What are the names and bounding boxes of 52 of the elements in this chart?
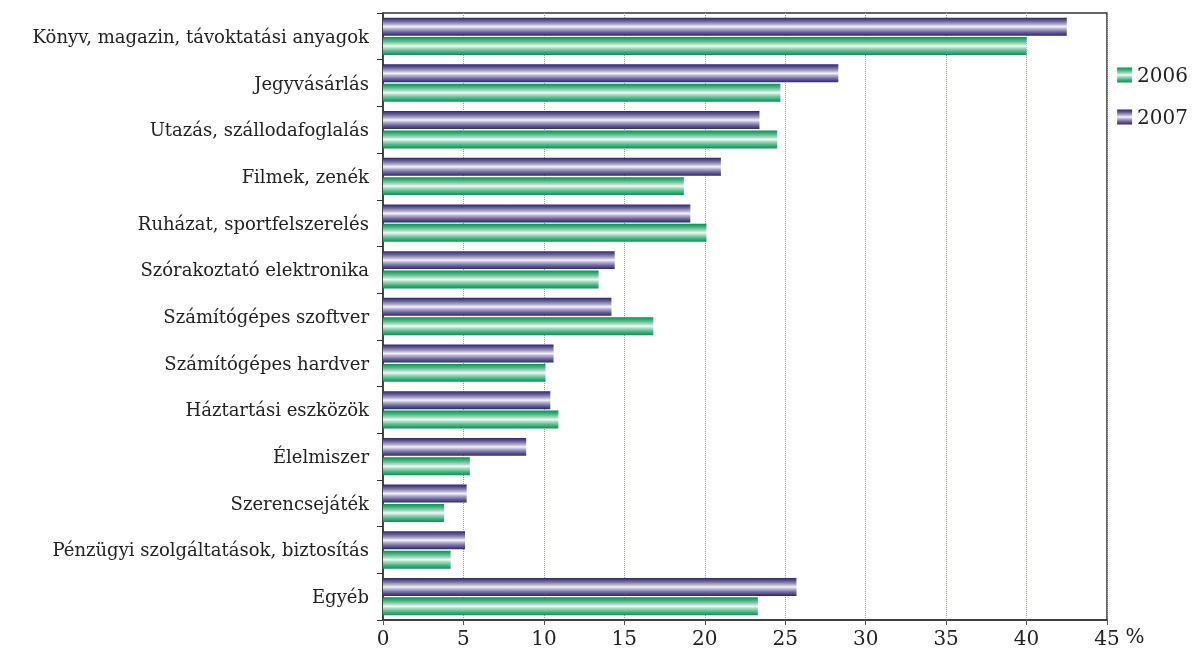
bar [383,130,778,149]
x-tick-label: 30 [852,626,879,650]
bar [383,251,615,270]
y-tick-label: Élelmiszer [272,445,370,468]
bar [383,111,760,130]
bar [383,410,559,429]
y-tick-label: Szórakoztató elektronika [140,259,370,281]
bar [383,37,1027,56]
x-tick-label: 45 [1094,626,1120,650]
y-tick-label: Egyéb [311,586,369,608]
bar [383,64,839,83]
y-tick-label: Pénzügyi szolgáltatások, biztosítás [52,539,369,561]
bar [383,157,721,176]
x-tick-label: 35 [933,626,959,650]
y-tick-label: Számítógépes hardver [164,352,370,374]
y-tick-label: Könyv, magazin, távoktatási anyagok [32,25,371,47]
y-tick-label: Filmek, zenék [241,165,371,187]
bar [383,503,445,522]
x-tick-label: 15 [611,626,638,650]
bar [383,223,707,242]
x-tick-label: 25 [772,626,798,650]
bar [383,17,1067,36]
bar [383,457,470,476]
x-axis-title: % [1125,624,1145,648]
bar [383,204,691,223]
legend-label: 2006 [1137,63,1189,87]
y-tick-label: Utazás, szállodafoglalás [149,119,369,141]
bar [383,363,546,382]
x-tick-label: 5 [457,626,470,650]
bar [383,317,654,336]
bar [383,391,551,410]
x-tick-label: 10 [531,626,557,650]
bar [383,597,758,616]
bar [383,270,599,289]
x-tick-label: 20 [692,626,718,650]
y-tick-label: Számítógépes szoftver [163,306,370,327]
x-tick-label: 40 [1013,626,1040,650]
y-tick-label: Háztartási eszközök [185,399,371,421]
bar [383,531,466,550]
y-tick-label: Ruházat, sportfelszerelés [137,212,369,234]
bar [383,297,612,316]
bar [383,437,527,456]
bar [383,177,684,196]
bar [383,550,451,569]
x-tick-label: 0 [376,626,390,650]
y-tick-label: Szerencsejáték [230,492,371,514]
y-tick-label: Jegyvásárlás [252,72,369,94]
bar [383,83,781,102]
bar [383,577,797,596]
legend-label: 2007 [1137,105,1189,129]
bar [383,344,554,363]
bar [383,484,467,503]
